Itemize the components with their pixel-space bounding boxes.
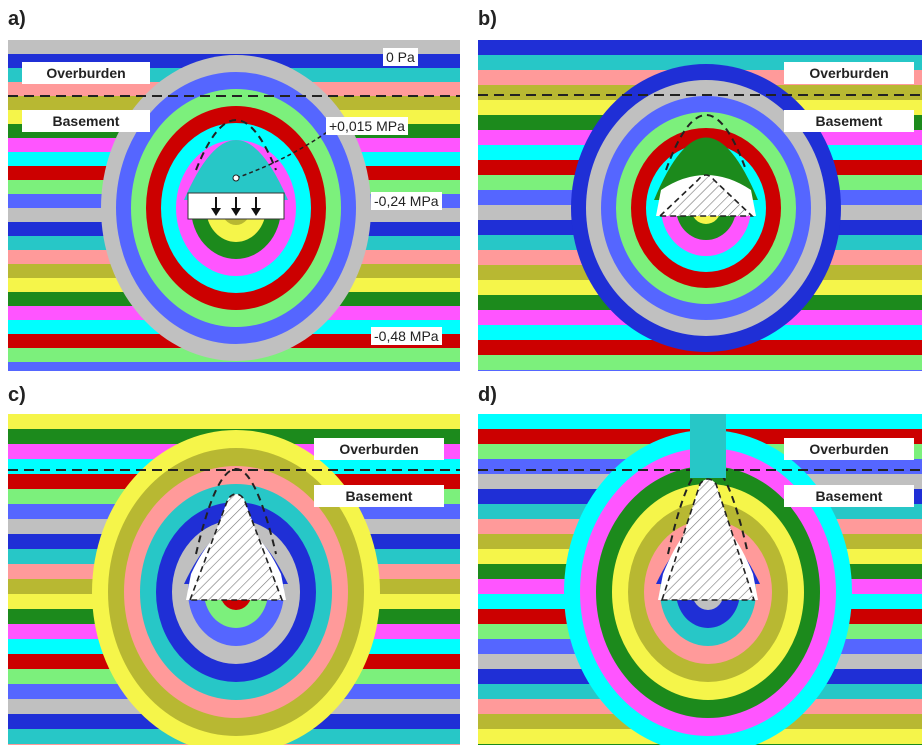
panel-label-b: b) (478, 8, 497, 30)
stress-panel-c: Overburden Basement (8, 414, 460, 745)
overburden-label: Overburden (314, 438, 444, 460)
basement-label: Basement (22, 110, 150, 132)
stress-contour-plot (478, 414, 922, 745)
stress-panel-a: Overburden Basement 0 Pa +0,015 MPa -0,2… (8, 40, 460, 371)
basement-label: Basement (314, 485, 444, 507)
overburden-label: Overburden (784, 62, 914, 84)
basement-label: Basement (784, 110, 914, 132)
panel-label-c: c) (8, 384, 26, 406)
annotation-0pa: 0 Pa (383, 48, 418, 66)
annotation-048: -0,48 MPa (371, 327, 442, 345)
stress-contour-plot (478, 40, 922, 371)
panel-label-a: a) (8, 8, 26, 30)
down-arrow-icon (211, 197, 261, 216)
overburden-label: Overburden (784, 438, 914, 460)
basement-label: Basement (784, 485, 914, 507)
panel-label-d: d) (478, 384, 497, 406)
stress-panel-d: Overburden Basement (478, 414, 922, 745)
overburden-label: Overburden (22, 62, 150, 84)
stress-contour-plot (8, 40, 460, 371)
annotation-positive-stress: +0,015 MPa (326, 117, 408, 135)
annotation-024: -0,24 MPa (371, 192, 442, 210)
stress-panel-b: Overburden Basement (478, 40, 922, 371)
stress-contour-plot (8, 414, 460, 745)
